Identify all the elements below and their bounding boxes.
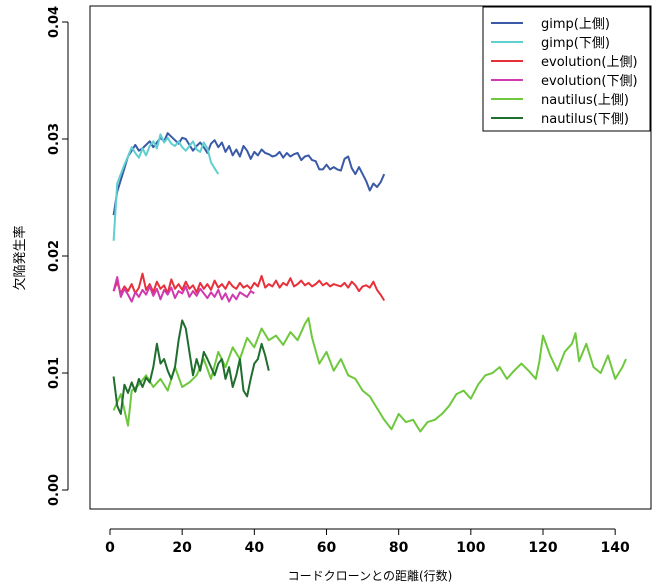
legend-label: evolution(上側) bbox=[541, 55, 638, 70]
legend-box bbox=[482, 6, 651, 132]
plot-frame bbox=[89, 5, 652, 510]
series-layer bbox=[112, 132, 627, 433]
x-tick-label: 40 bbox=[245, 540, 265, 556]
x-tick-label: 140 bbox=[601, 540, 630, 556]
legend-label: gimp(下側) bbox=[541, 36, 610, 51]
x-tick-label: 20 bbox=[172, 540, 192, 556]
series-line-6 bbox=[112, 319, 270, 415]
legend-label: nautilus(上側) bbox=[541, 93, 629, 108]
y-axis: 0.00 0.01 0.02 0.03 0.04 bbox=[47, 6, 69, 506]
y-tick-label: 0.01 bbox=[47, 357, 62, 389]
series-line-4 bbox=[112, 276, 255, 303]
x-axis: 0 20 40 60 80 100 120 140 bbox=[105, 528, 630, 556]
x-tick-label: 0 bbox=[105, 540, 115, 556]
y-tick-label: 0.02 bbox=[47, 240, 62, 272]
legend-label: nautilus(下側) bbox=[541, 112, 629, 127]
legend-label: gimp(上側) bbox=[541, 17, 610, 32]
series-line-2 bbox=[112, 133, 220, 241]
x-tick-label: 100 bbox=[456, 540, 485, 556]
series-line-3 bbox=[112, 272, 386, 302]
x-axis-title: コードクローンとの距離(行数) bbox=[288, 568, 453, 583]
y-tick-label: 0.00 bbox=[47, 474, 62, 506]
y-tick-label: 0.04 bbox=[47, 6, 62, 38]
legend-label: evolution(下側) bbox=[541, 74, 638, 89]
legend: gimp(上側) gimp(下側) evolution(上側) evolution(下… bbox=[482, 6, 651, 132]
y-axis-title: 欠陥発生率 bbox=[12, 225, 28, 290]
y-tick-label: 0.03 bbox=[47, 123, 62, 155]
x-tick-label: 60 bbox=[317, 540, 337, 556]
x-tick-label: 80 bbox=[389, 540, 409, 556]
x-tick-label: 120 bbox=[528, 540, 557, 556]
